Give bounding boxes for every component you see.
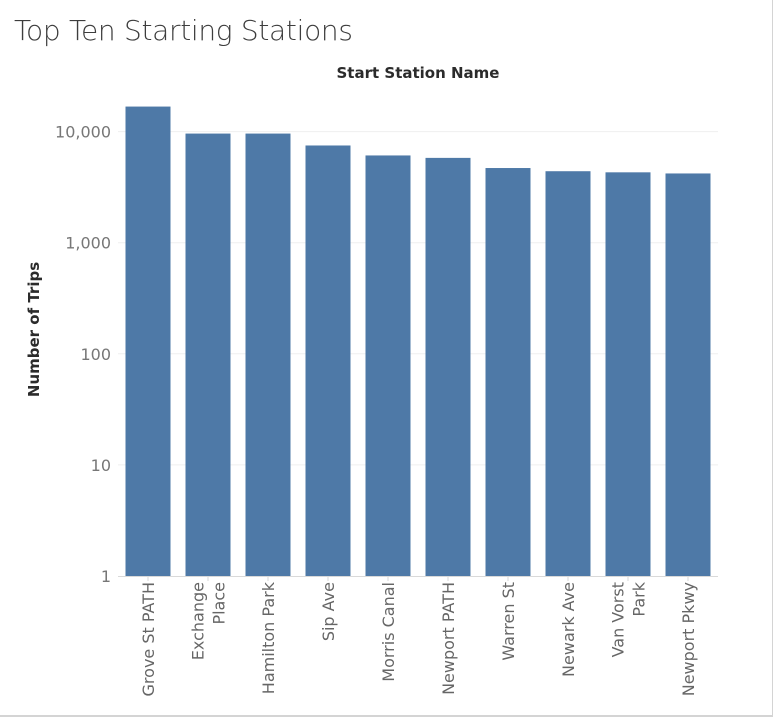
x-axis-title: Start Station Name	[337, 64, 500, 82]
chart-title: Top Ten Starting Stations	[14, 14, 353, 47]
y-tick-label: 1,000	[65, 234, 111, 253]
bar	[485, 168, 531, 577]
bar	[305, 145, 351, 576]
x-tick-label: Place	[210, 582, 229, 625]
bar	[185, 133, 231, 576]
y-axis-title: Number of Trips	[25, 262, 43, 397]
bar	[125, 106, 171, 576]
x-tick-label: Park	[630, 581, 649, 616]
y-tick-label: 10	[91, 456, 111, 475]
bar	[425, 157, 471, 576]
x-tick-label: Newark Ave	[559, 582, 578, 677]
x-tick-label: Morris Canal	[379, 582, 398, 682]
x-tick-label: Van Vorst	[609, 582, 628, 657]
bar	[605, 172, 651, 576]
x-tick-label: Hamilton Park	[259, 581, 278, 694]
y-tick-label: 100	[80, 345, 111, 364]
x-tick-label: Warren St	[499, 582, 518, 661]
bar	[245, 133, 291, 576]
y-tick-label: 1	[101, 567, 111, 586]
x-tick-label: Sip Ave	[319, 582, 338, 641]
x-tick-label: Newport PATH	[439, 582, 458, 695]
y-tick-label: 10,000	[55, 123, 111, 142]
x-tick-label: Grove St PATH	[139, 582, 158, 696]
bar	[545, 171, 591, 576]
x-tick-label: Newport Pkwy	[679, 582, 698, 696]
bar	[365, 155, 411, 576]
x-tick-label: Exchange	[189, 582, 208, 660]
bar	[665, 173, 711, 576]
